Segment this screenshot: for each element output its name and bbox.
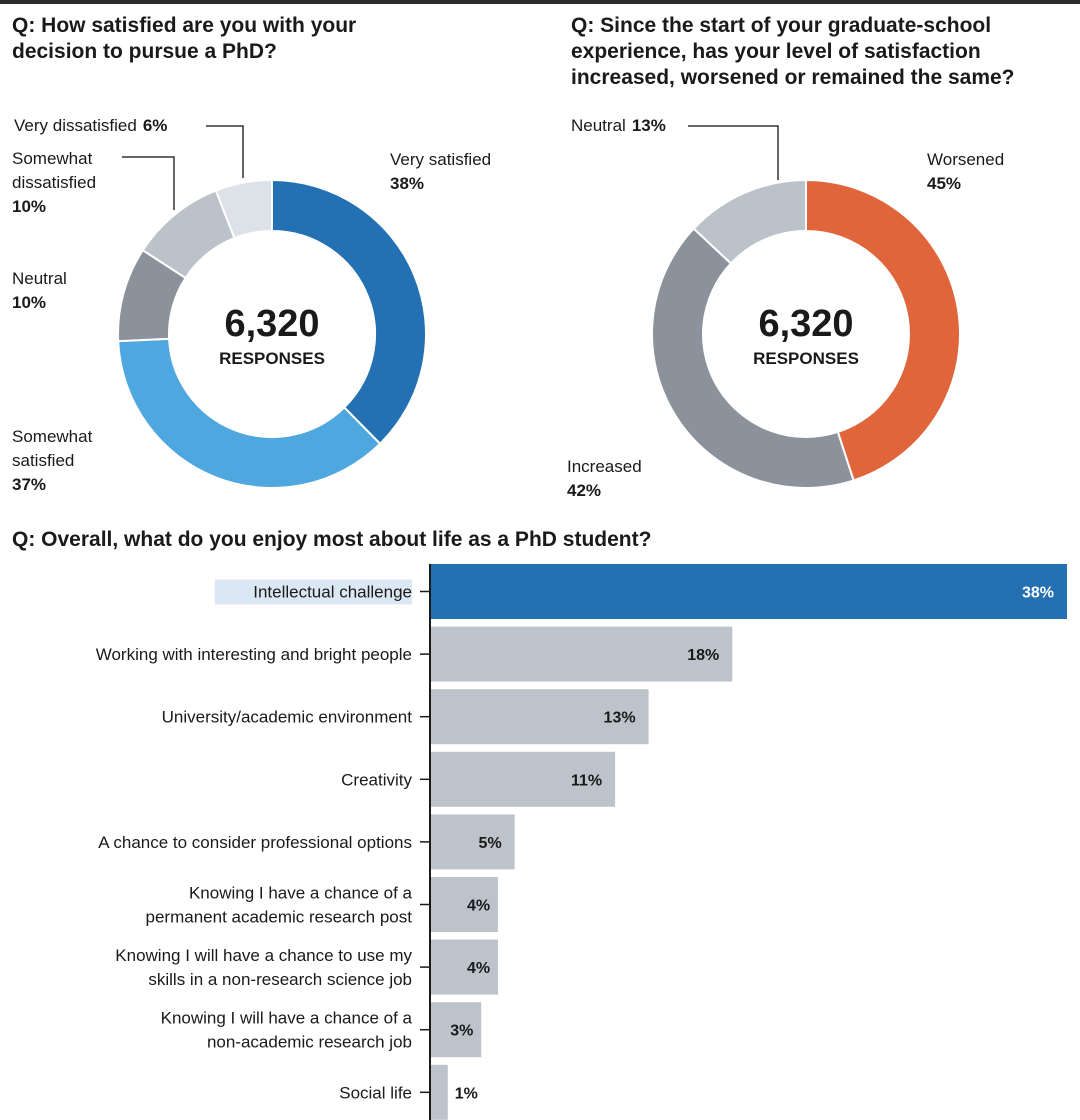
donut-slice-somewhat-satisfied [117, 337, 382, 489]
bar-knowing-i-will-have-a-chance-to-use-my-skills-in-a-non-research-science-job [431, 939, 498, 995]
category-label-highlight [214, 579, 412, 605]
slice-percent: 10% [12, 197, 46, 216]
center-total: 6,320 [224, 303, 319, 345]
chart-title-line: Q: Since the start of your graduate-scho… [571, 14, 991, 37]
category-label: A chance to consider professional option… [98, 833, 412, 852]
slice-percent: 6% [143, 116, 168, 135]
slice-label: Neutral 13% [571, 116, 666, 135]
chart-title-line: experience, has your level of satisfacti… [571, 40, 981, 63]
donut-slice-very-satisfied [271, 178, 427, 446]
slice-percent: 42% [567, 481, 601, 500]
slice-label-text: Very dissatisfied [14, 116, 137, 135]
bar-value-label: 5% [479, 835, 502, 852]
bar-value-label: 1% [455, 1085, 478, 1102]
bar-working-with-interesting-and-bright-people [431, 626, 733, 682]
slice-label: Very dissatisfied 6% [14, 116, 167, 135]
slice-percent: 13% [632, 116, 666, 135]
slice-label: Somewhat [12, 427, 93, 446]
bar-intellectual-challenge [431, 564, 1067, 619]
center-caption: RESPONSES [753, 349, 859, 368]
chart-title: Q: Overall, what do you enjoy most about… [12, 528, 651, 551]
bar-a-chance-to-consider-professional-options [431, 814, 515, 870]
bar-university-academic-environment [431, 689, 649, 745]
slice-label: Worsened [927, 150, 1004, 169]
slice-label: Neutral [12, 269, 67, 288]
bar-value-label: 18% [687, 647, 719, 664]
bar-creativity [431, 751, 616, 807]
leader-line [122, 156, 175, 210]
center-caption: RESPONSES [219, 349, 325, 368]
category-label: Knowing I will have a chance to use my [115, 946, 412, 965]
category-label: permanent academic research post [146, 908, 413, 927]
category-label: University/academic environment [162, 708, 413, 727]
bar-knowing-i-have-a-chance-of-a-permanent-academic-research-post [431, 877, 498, 932]
bar-knowing-i-will-have-a-chance-of-a-non-academic-research-job [431, 1002, 482, 1058]
bar-value-label: 13% [604, 710, 636, 727]
donut-chart-2: Q: Since the start of your graduate-scho… [567, 14, 1015, 500]
category-label: Social life [339, 1083, 412, 1102]
bar-value-label: 38% [1022, 585, 1054, 602]
center-total: 6,320 [758, 303, 853, 345]
bar-value-label: 4% [467, 898, 490, 915]
category-label: Working with interesting and bright peop… [96, 645, 412, 664]
bar-chart: Q: Overall, what do you enjoy most about… [12, 528, 1067, 1120]
category-label: skills in a non-research science job [148, 970, 412, 989]
slice-label: Very satisfied [390, 150, 491, 169]
leader-line [206, 125, 244, 178]
slice-percent: 10% [12, 293, 46, 312]
top-rule [0, 0, 1080, 4]
bar-value-label: 11% [571, 772, 602, 789]
donut-slice-very-dissatisfied [214, 178, 273, 240]
bar-social-life [431, 1064, 448, 1120]
bar-value-label: 3% [450, 1023, 473, 1040]
category-label: Intellectual challenge [253, 583, 412, 602]
donut-slice-increased [651, 227, 855, 489]
slice-label: Somewhat [12, 149, 93, 168]
chart-title-line: Q: How satisfied are you with your [12, 14, 356, 37]
donut-chart-1: Q: How satisfied are you with your decisi… [12, 14, 491, 494]
donut-slice-neutral [692, 178, 807, 265]
slice-label: Increased [567, 457, 642, 476]
category-label: Knowing I will have a chance of a [161, 1009, 413, 1028]
category-label: Knowing I have a chance of a [189, 884, 413, 903]
chart-title-line: increased, worsened or remained the same… [571, 66, 1015, 89]
slice-label: satisfied [12, 451, 74, 470]
slice-percent: 38% [390, 174, 424, 193]
category-label: non-academic research job [207, 1033, 412, 1052]
slice-label: dissatisfied [12, 173, 96, 192]
chart-title-line: decision to pursue a PhD? [12, 40, 277, 63]
category-label: Creativity [341, 770, 412, 789]
donut-slice-worsened [805, 178, 961, 482]
slice-label-text: Neutral [571, 116, 626, 135]
bar-value-label: 4% [467, 960, 490, 977]
leader-line [688, 125, 779, 180]
slice-percent: 37% [12, 475, 46, 494]
slice-percent: 45% [927, 174, 961, 193]
